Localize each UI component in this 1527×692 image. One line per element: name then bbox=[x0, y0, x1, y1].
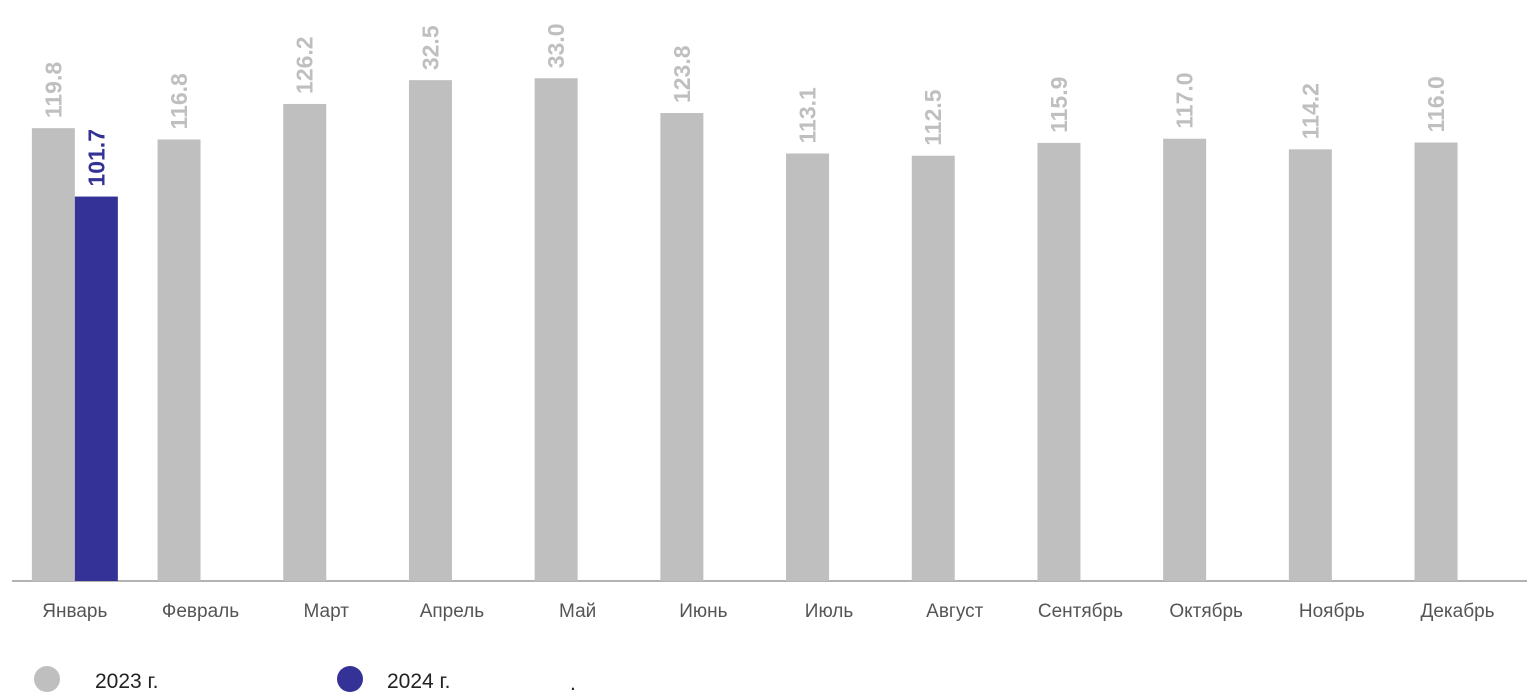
value-label: 114.2 bbox=[1297, 83, 1323, 139]
value-label: 32.5 bbox=[417, 25, 443, 70]
x-tick-label: Август bbox=[926, 601, 983, 622]
legend-note: . bbox=[570, 672, 576, 692]
value-label: 113.1 bbox=[795, 87, 821, 143]
legend-label: 2024 г. bbox=[387, 670, 450, 692]
value-label: 119.8 bbox=[40, 62, 66, 118]
legend-label: 2023 г. bbox=[95, 670, 158, 692]
value-label: 112.5 bbox=[920, 89, 946, 145]
value-label: 116.0 bbox=[1423, 76, 1449, 132]
bar bbox=[283, 103, 327, 581]
value-label: 116.8 bbox=[166, 73, 192, 129]
bar bbox=[1163, 138, 1207, 581]
bar bbox=[74, 196, 118, 581]
value-label: 126.2 bbox=[292, 36, 318, 94]
bar bbox=[660, 113, 704, 582]
bar bbox=[786, 153, 830, 582]
value-label: 33.0 bbox=[543, 23, 569, 68]
value-label: 117.0 bbox=[1172, 72, 1198, 128]
x-tick-label: Октябрь bbox=[1169, 601, 1243, 622]
x-tick-label: Февраль bbox=[162, 601, 239, 622]
x-tick-label: Март bbox=[304, 601, 350, 622]
bar bbox=[157, 139, 201, 582]
x-tick-label: Сентябрь bbox=[1038, 601, 1123, 622]
bar bbox=[1037, 142, 1081, 581]
value-label: 123.8 bbox=[669, 45, 695, 103]
value-label: 101.7 bbox=[83, 129, 109, 187]
x-tick-label: Июль bbox=[805, 601, 854, 622]
bar bbox=[1414, 142, 1458, 581]
x-tick-label: Май bbox=[559, 601, 596, 622]
bar bbox=[534, 78, 578, 581]
x-tick-label: Ноябрь bbox=[1299, 601, 1365, 622]
legend-marker bbox=[34, 666, 60, 692]
bar bbox=[911, 155, 955, 581]
x-tick-label: Апрель bbox=[420, 601, 485, 622]
bar bbox=[408, 80, 452, 581]
x-tick-label: Декабрь bbox=[1421, 601, 1495, 622]
value-label: 115.9 bbox=[1046, 77, 1072, 133]
legend-marker bbox=[337, 666, 363, 692]
bar bbox=[1288, 149, 1332, 581]
x-tick-label: Июнь bbox=[679, 601, 727, 622]
x-tick-label: Январь bbox=[42, 601, 107, 622]
bar bbox=[31, 128, 75, 581]
